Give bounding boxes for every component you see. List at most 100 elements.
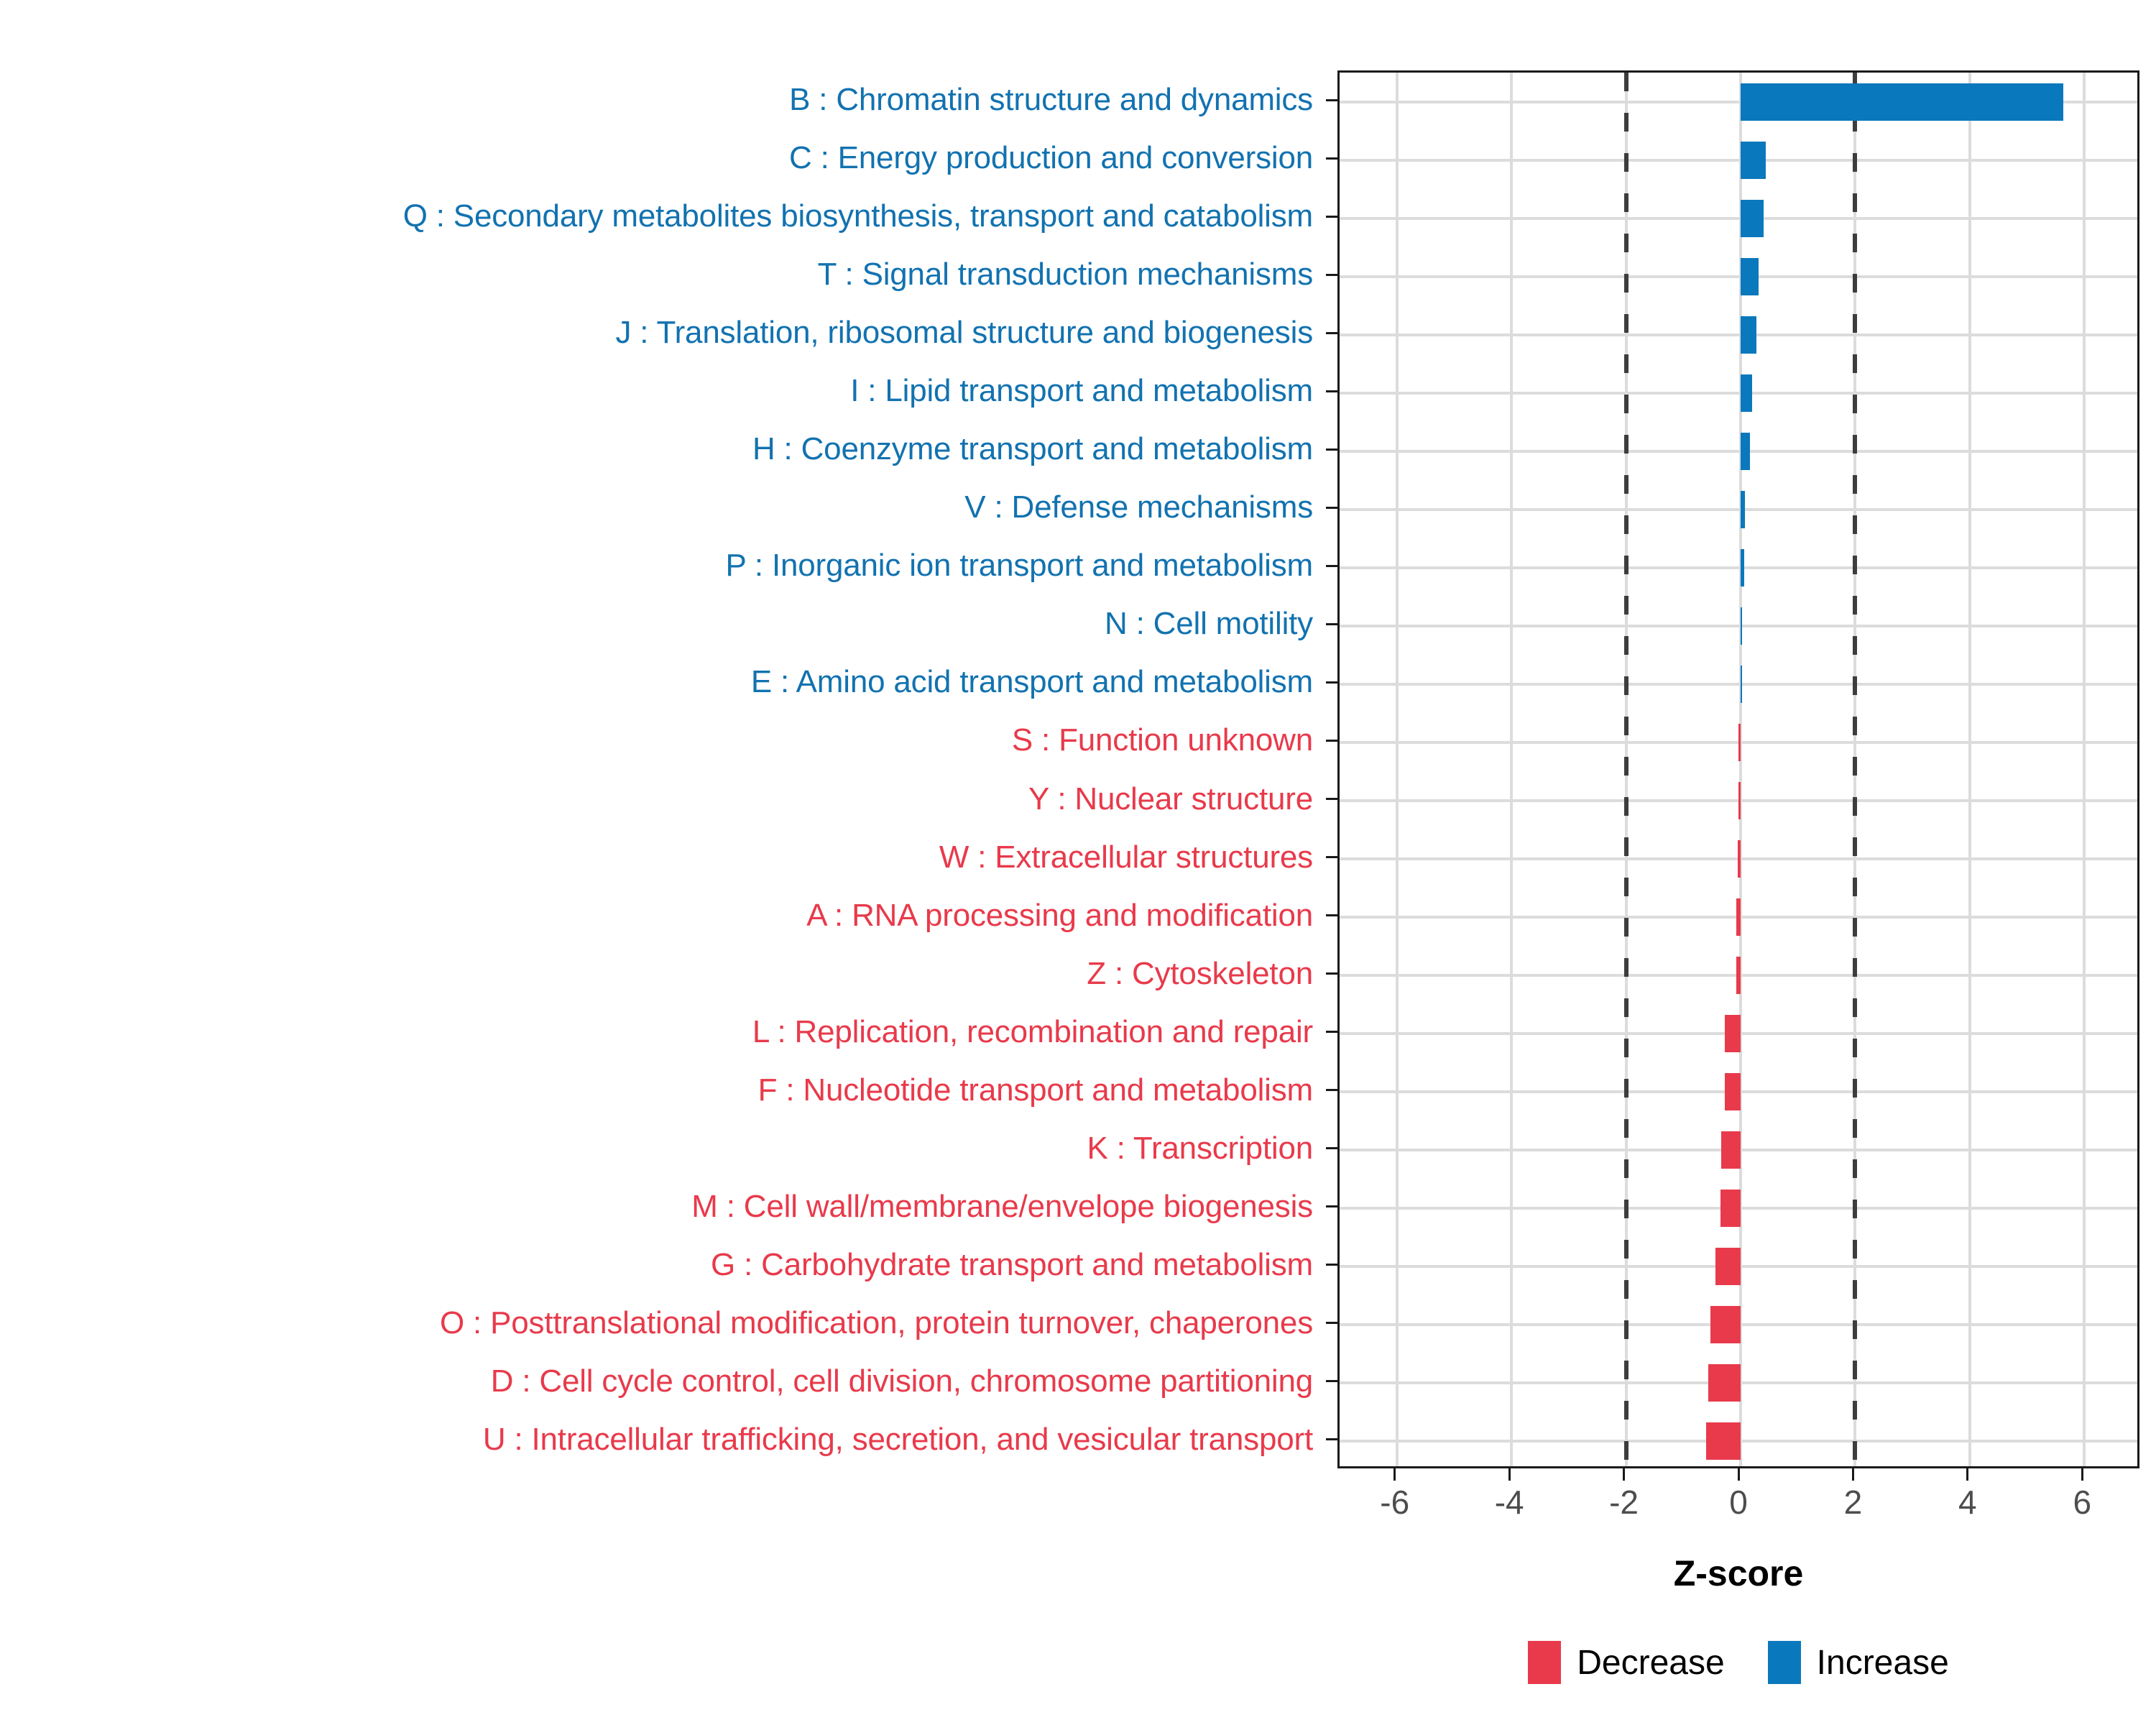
y-axis-tick: [1326, 1031, 1337, 1034]
x-axis-tick-label: 4: [1958, 1484, 1977, 1521]
bar: [1741, 607, 1743, 645]
x-axis-title: Z-score: [1673, 1553, 1804, 1593]
category-axis-labels: B : Chromatin structure and dynamics C : …: [0, 70, 1337, 1468]
horizontal-gridline: [1340, 333, 2137, 336]
vertical-gridline: [1510, 73, 1514, 1466]
y-axis-tick: [1326, 448, 1337, 451]
category-label: J : Translation, ribosomal structure and…: [615, 315, 1313, 351]
y-axis-tick: [1326, 157, 1337, 160]
horizontal-gridline: [1340, 449, 2137, 453]
category-label: E : Amino acid transport and metabolism: [750, 664, 1313, 700]
y-axis-tick: [1326, 98, 1337, 101]
category-label: Q : Secondary metabolites biosynthesis, …: [402, 198, 1313, 234]
legend-swatch: [1528, 1641, 1562, 1684]
x-axis-tick-label: 0: [1729, 1484, 1748, 1521]
bar: [1741, 665, 1742, 703]
y-axis-tick: [1326, 564, 1337, 567]
y-axis-tick: [1326, 331, 1337, 334]
horizontal-gridline: [1340, 682, 2137, 686]
x-axis-tick: [2081, 1468, 2083, 1481]
category-label: B : Chromatin structure and dynamics: [789, 82, 1313, 117]
category-label: U : Intracellular trafficking, secretion…: [482, 1421, 1313, 1457]
horizontal-gridline: [1340, 507, 2137, 511]
y-axis-tick: [1326, 1147, 1337, 1150]
horizontal-gridline: [1340, 624, 2137, 627]
horizontal-gridline: [1340, 391, 2137, 395]
category-label: H : Coenzyme transport and metabolism: [752, 431, 1313, 467]
x-axis-tick: [1851, 1468, 1854, 1481]
x-axis-tick: [1508, 1468, 1511, 1481]
plot-panel: [1337, 70, 2139, 1468]
reference-line: [1853, 73, 1858, 1466]
category-label: O : Posttranslational modification, prot…: [440, 1305, 1313, 1340]
bar: [1741, 199, 1764, 237]
horizontal-gridline: [1340, 566, 2137, 569]
bar: [1736, 957, 1741, 995]
x-axis-tick: [1393, 1468, 1396, 1481]
bar: [1708, 1364, 1741, 1402]
y-axis-tick: [1326, 1264, 1337, 1266]
y-axis-tick: [1326, 856, 1337, 859]
bar: [1715, 1248, 1741, 1286]
y-axis-tick: [1326, 1380, 1337, 1383]
y-axis-tick: [1326, 914, 1337, 917]
bar: [1741, 432, 1750, 470]
category-label: I : Lipid transport and metabolism: [850, 373, 1313, 409]
category-label: A : RNA processing and modification: [806, 897, 1313, 933]
x-axis-tick-label: -6: [1380, 1484, 1410, 1521]
legend-item[interactable]: Decrease: [1528, 1641, 1725, 1684]
bar: [1741, 490, 1745, 528]
category-label: F : Nucleotide transport and metabolism: [757, 1072, 1314, 1108]
y-axis-tick: [1326, 622, 1337, 625]
bar: [1736, 898, 1741, 937]
bar: [1738, 840, 1741, 878]
x-axis-tick-label: -2: [1609, 1484, 1639, 1521]
bar: [1720, 1131, 1741, 1169]
bar: [1741, 83, 2063, 121]
bar: [1720, 1190, 1741, 1228]
category-label: Y : Nuclear structure: [1028, 781, 1313, 816]
bar: [1725, 1015, 1741, 1053]
bar: [1710, 1306, 1741, 1344]
horizontal-gridline: [1340, 216, 2137, 220]
category-label: P : Inorganic ion transport and metaboli…: [725, 548, 1314, 584]
y-axis-tick: [1326, 1089, 1337, 1092]
y-axis-tick: [1326, 739, 1337, 742]
y-axis-tick: [1326, 273, 1337, 276]
bar: [1741, 374, 1752, 412]
bar: [1741, 548, 1744, 586]
category-label: G : Carbohydrate transport and metabolis…: [711, 1246, 1313, 1282]
x-axis-tick: [1737, 1468, 1740, 1481]
y-axis-tick: [1326, 1438, 1337, 1441]
category-label: T : Signal transduction mechanisms: [817, 257, 1314, 293]
category-label: D : Cell cycle control, cell division, c…: [490, 1363, 1313, 1399]
legend-label: Increase: [1816, 1643, 1949, 1682]
x-axis-tick-label: 6: [2073, 1484, 2092, 1521]
category-label: K : Transcription: [1087, 1130, 1313, 1166]
reference-line: [1623, 73, 1628, 1466]
x-axis-tick: [1966, 1468, 1969, 1481]
x-axis: -6 -4 -2 0 2 4 6: [1337, 1468, 2139, 1555]
x-axis-tick-label: 2: [1843, 1484, 1863, 1521]
y-axis-tick: [1326, 1322, 1337, 1325]
category-label: Z : Cytoskeleton: [1087, 955, 1313, 991]
category-label: M : Cell wall/membrane/envelope biogenes…: [691, 1188, 1313, 1224]
horizontal-gridline: [1340, 275, 2137, 278]
category-label: L : Replication, recombination and repai…: [752, 1013, 1313, 1049]
legend-item[interactable]: Increase: [1767, 1641, 1949, 1684]
y-axis-tick: [1326, 681, 1337, 684]
category-label: N : Cell motility: [1105, 606, 1313, 642]
y-axis-tick: [1326, 972, 1337, 975]
category-label: C : Energy production and conversion: [788, 140, 1313, 176]
bar: [1724, 1073, 1741, 1111]
x-axis-tick: [1623, 1468, 1626, 1481]
legend-swatch: [1767, 1641, 1801, 1684]
category-label: S : Function unknown: [1011, 722, 1313, 758]
chart-legend: Decrease Increase: [1337, 1637, 2139, 1688]
bar: [1706, 1422, 1741, 1460]
bar: [1738, 782, 1741, 820]
y-axis-tick: [1326, 798, 1337, 801]
bar: [1741, 141, 1766, 179]
y-axis-tick: [1326, 390, 1337, 392]
